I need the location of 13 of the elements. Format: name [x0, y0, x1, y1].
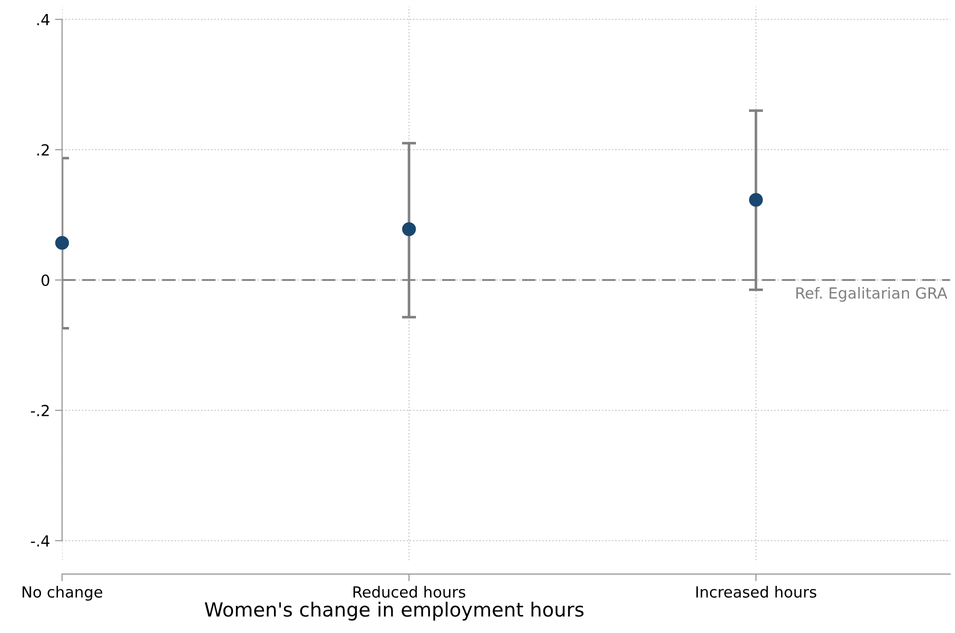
x-tick-label: No change: [22, 586, 102, 601]
point: [749, 192, 763, 207]
point: [402, 222, 416, 236]
y-tick-label: -.2: [30, 404, 49, 416]
x-tick-label: Increased hours: [696, 586, 816, 598]
ref-line-label: Ref. Egalitarian GRA: [796, 286, 948, 302]
y-tick-label: -.4: [30, 535, 50, 546]
y-tick-label: 0: [42, 274, 50, 286]
y-tick-label: .4: [37, 14, 50, 26]
y-tick-label: .2: [37, 144, 49, 156]
x-tick-label: Reduced hours: [354, 586, 466, 598]
point: [55, 236, 69, 250]
x-axis-title: Women's change in employment hours: [204, 602, 584, 621]
